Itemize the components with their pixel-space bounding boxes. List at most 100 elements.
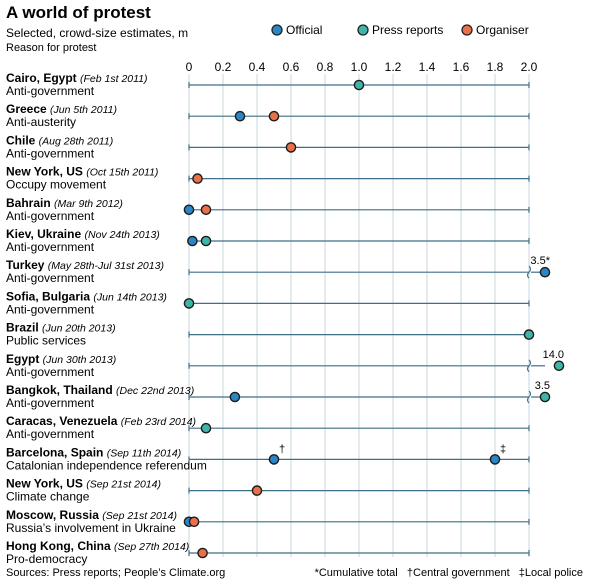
point-organiser [285, 142, 297, 153]
data-row: New York, US (Sep 21st 2014)Climate chan… [6, 477, 530, 504]
row-place-name: New York, US [6, 165, 86, 179]
point-organiser [268, 110, 280, 122]
point-organiser [188, 516, 200, 528]
row-place: New York, US (Sep 21st 2014) [6, 477, 161, 491]
legend-swatch-official [271, 24, 283, 36]
row-place: Sofia, Bulgaria (Jun 14th 2013) [6, 289, 167, 303]
point-organiser [197, 547, 208, 559]
row-place: Brazil (Jun 20th 2013) [6, 321, 116, 335]
x-tick-label: 0.4 [249, 60, 266, 74]
row-place-name: Bahrain [6, 196, 54, 210]
row-place: Barcelona, Spain (Sep 11th 2014) [6, 445, 181, 459]
row-place: Bahrain (Mar 9th 2012) [6, 196, 123, 210]
row-place: Hong Kong, China (Sep 27th 2014) [6, 539, 189, 553]
point-official [268, 454, 280, 465]
point-press [183, 298, 195, 309]
row-date: (Dec 22nd 2013) [116, 385, 194, 397]
point-official [187, 235, 198, 247]
row-date: (Nov 24th 2013) [84, 229, 159, 241]
legend-label-press: Press reports [372, 23, 443, 37]
row-date: (Sep 21st 2014) [86, 479, 161, 491]
row-date: (Jun 20th 2013) [42, 323, 116, 335]
legend-swatch-press [357, 24, 369, 36]
x-tick-label: 1.6 [453, 60, 470, 74]
row-place: Cairo, Egypt (Feb 1st 2011) [6, 71, 148, 85]
x-tick-label: 0.6 [283, 60, 300, 74]
source-note: Sources: Press reports; People’s Climate… [6, 567, 225, 579]
legend-label-official: Official [286, 23, 322, 37]
x-axis-ticks: 0 0.2 0.4 0.6 0.8 1.0 1.2 1.4 1.6 1.8 2.0 [186, 60, 538, 74]
data-row: Kiev, Ukraine (Nov 24th 2013)Anti-govern… [6, 227, 530, 254]
data-row: Turkey (May 28th-Jul 31st 2013)Anti-gove… [6, 255, 551, 285]
row-reason: Climate change [6, 490, 90, 504]
chart-subsubtitle: Reason for protest [6, 42, 97, 54]
data-row: Chile (Aug 28th 2011)Anti-government [6, 133, 530, 160]
row-reason: Anti-government [6, 302, 95, 316]
row-place: Egypt (Jun 30th 2013) [6, 352, 116, 366]
row-date: (Sep 27th 2014) [114, 541, 189, 553]
data-row: Moscow, Russia (Sep 21st 2014)Russia’s i… [6, 508, 530, 535]
row-date: (Feb 23rd 2014) [121, 416, 196, 428]
row-reason: Anti-austerity [6, 115, 76, 129]
axis-break-mark [526, 265, 532, 279]
row-place: Turkey (May 28th-Jul 31st 2013) [6, 258, 164, 272]
row-reason: Occupy movement [6, 178, 107, 192]
point-press [200, 235, 212, 247]
row-place-name: Barcelona, Spain [6, 445, 107, 459]
point-organiser [192, 173, 203, 184]
row-date: (Oct 15th 2011) [86, 167, 158, 179]
row-place-name: Caracas, Venezuela [6, 414, 121, 428]
row-reason: Anti-government [6, 427, 95, 441]
data-row: Sofia, Bulgaria (Jun 14th 2013)Anti-gove… [6, 289, 530, 316]
point-press [539, 391, 551, 403]
row-reason: Anti-government [6, 396, 95, 410]
data-row: New York, US (Oct 15th 2011)Occupy movem… [6, 165, 530, 192]
x-tick-label: 1.2 [385, 60, 402, 74]
point-official [183, 204, 195, 216]
point-value-label: 3.5 [535, 380, 550, 392]
row-reason: Anti-government [6, 209, 95, 223]
footnotes: *Cumulative total †Central government ‡L… [315, 567, 583, 579]
row-reason: Anti-government [6, 365, 95, 379]
row-reason: Anti-government [6, 271, 95, 285]
data-row: Bahrain (Mar 9th 2012)Anti-government [6, 196, 530, 223]
row-place-name: Cairo, Egypt [6, 71, 80, 85]
point-value-label: 3.5* [530, 255, 550, 267]
legend-item-press: Press reports [357, 23, 443, 37]
data-row: Hong Kong, China (Sep 27th 2014)Pro-demo… [6, 539, 530, 566]
point-press [200, 422, 212, 434]
row-date: (Sep 11th 2014) [107, 447, 182, 459]
point-official [489, 454, 501, 465]
point-footnote-mark: ‡ [500, 443, 506, 455]
legend-item-official: Official [271, 23, 322, 37]
row-place-name: Brazil [6, 321, 42, 335]
row-place: Moscow, Russia (Sep 21st 2014) [6, 508, 177, 522]
row-place-name: Chile [6, 133, 39, 147]
row-date: (Aug 28th 2011) [39, 135, 114, 147]
row-place-name: New York, US [6, 477, 86, 491]
row-reason: Pro-democracy [6, 552, 87, 566]
gridlines [188, 74, 530, 557]
x-tick-label: 1.0 [351, 60, 368, 74]
axis-break-mark [526, 359, 532, 373]
x-tick-label: 1.8 [487, 60, 504, 74]
row-reason: Anti-government [6, 84, 95, 98]
point-organiser [251, 485, 263, 496]
row-place: Greece (Jun 5th 2011) [6, 102, 117, 116]
row-place: New York, US (Oct 15th 2011) [6, 165, 158, 179]
row-place: Kiev, Ukraine (Nov 24th 2013) [6, 227, 160, 241]
point-press [523, 329, 535, 340]
x-tick-label: 0 [186, 60, 193, 74]
row-place-name: Turkey [6, 258, 48, 272]
row-place: Bangkok, Thailand (Dec 22nd 2013) [6, 383, 194, 397]
data-row: Bangkok, Thailand (Dec 22nd 2013)Anti-go… [6, 380, 551, 410]
x-tick-label: 1.4 [419, 60, 436, 74]
point-footnote-mark: † [279, 443, 285, 455]
data-row: Caracas, Venezuela (Feb 23rd 2014) Anti-g… [6, 414, 530, 441]
x-tick-label: 2.0 [521, 60, 538, 74]
point-value-label: 14.0 [543, 349, 564, 361]
data-row: Brazil (Jun 20th 2013)Public services [6, 321, 535, 348]
row-reason: Anti-government [6, 240, 95, 254]
